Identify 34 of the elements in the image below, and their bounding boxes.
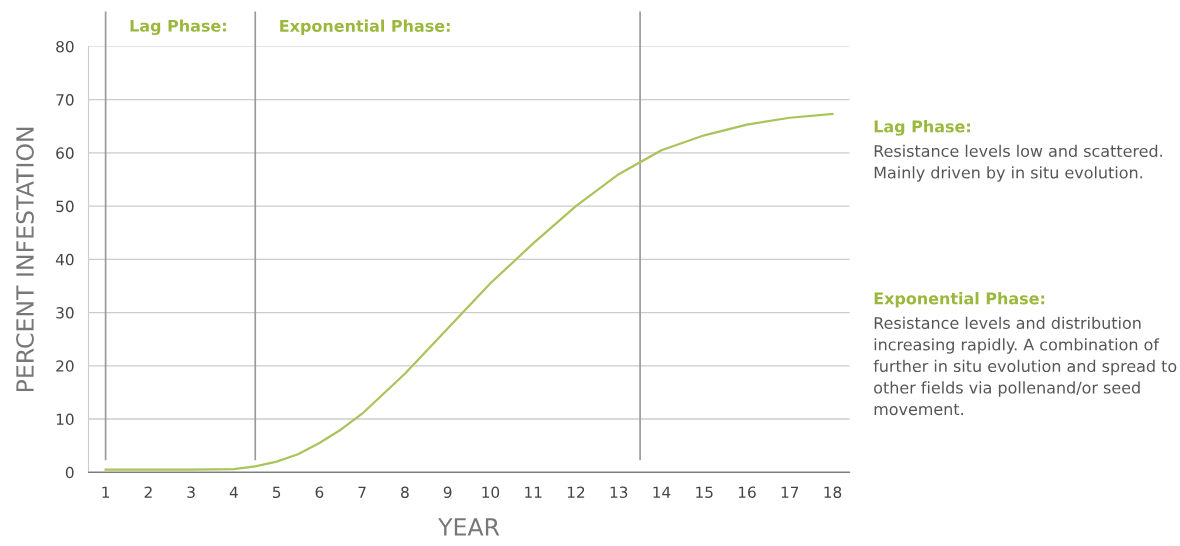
x-axis-title: YEAR (438, 518, 500, 536)
x-tick-label: 16 (738, 486, 756, 498)
text: Exponential Phase: Resistance levels and distribution increasing rapidly. A combination of further in situ evolution and spread to other fields via pollenand/or seed movement. (873, 292, 1177, 416)
ref-line-label: Lag Phase: (130, 19, 226, 36)
x-tick-label: 2 (144, 486, 152, 498)
text: Lag Phase: Resistance levels low and scattered. Mainly driven by in situ evolution. (874, 120, 1162, 182)
x-tick-label: 18 (824, 486, 842, 498)
x-tick-label: 10 (482, 486, 500, 498)
y-tick-label: 70 (56, 94, 74, 106)
x-tick-label: 9 (443, 486, 452, 498)
x-tick-label: 14 (653, 486, 671, 498)
x-tick-label: 12 (567, 486, 585, 498)
y-tick-label: 0 (65, 466, 74, 479)
y-tick-label: 80 (56, 40, 74, 53)
y-axis-title: PERCENT INFESTATION (16, 127, 34, 392)
x-tick-label: 17 (781, 486, 799, 498)
x-tick-label: 4 (229, 486, 238, 498)
x-tick-label: 6 (315, 486, 324, 498)
y-tick-label: 10 (56, 413, 74, 426)
line-series (104, 112, 834, 471)
x-tick-label: 3 (187, 486, 195, 498)
x-tick-label: 15 (696, 486, 713, 498)
ref-line-label: Exponential Phase: (280, 19, 450, 35)
y-tick-label: 50 (56, 200, 74, 213)
x-tick-label: 13 (610, 486, 628, 498)
x-tick-label: 1 (102, 486, 110, 498)
y-tick-label: 20 (56, 360, 74, 372)
y-tick-label: 30 (56, 307, 74, 319)
x-tick-label: 11 (525, 486, 542, 498)
x-tick-label: 5 (272, 486, 281, 498)
x-tick-label: 7 (358, 486, 366, 498)
y-tick-label: 60 (56, 147, 74, 159)
x-tick-label: 8 (401, 486, 409, 498)
y-tick-label: 40 (55, 253, 74, 266)
